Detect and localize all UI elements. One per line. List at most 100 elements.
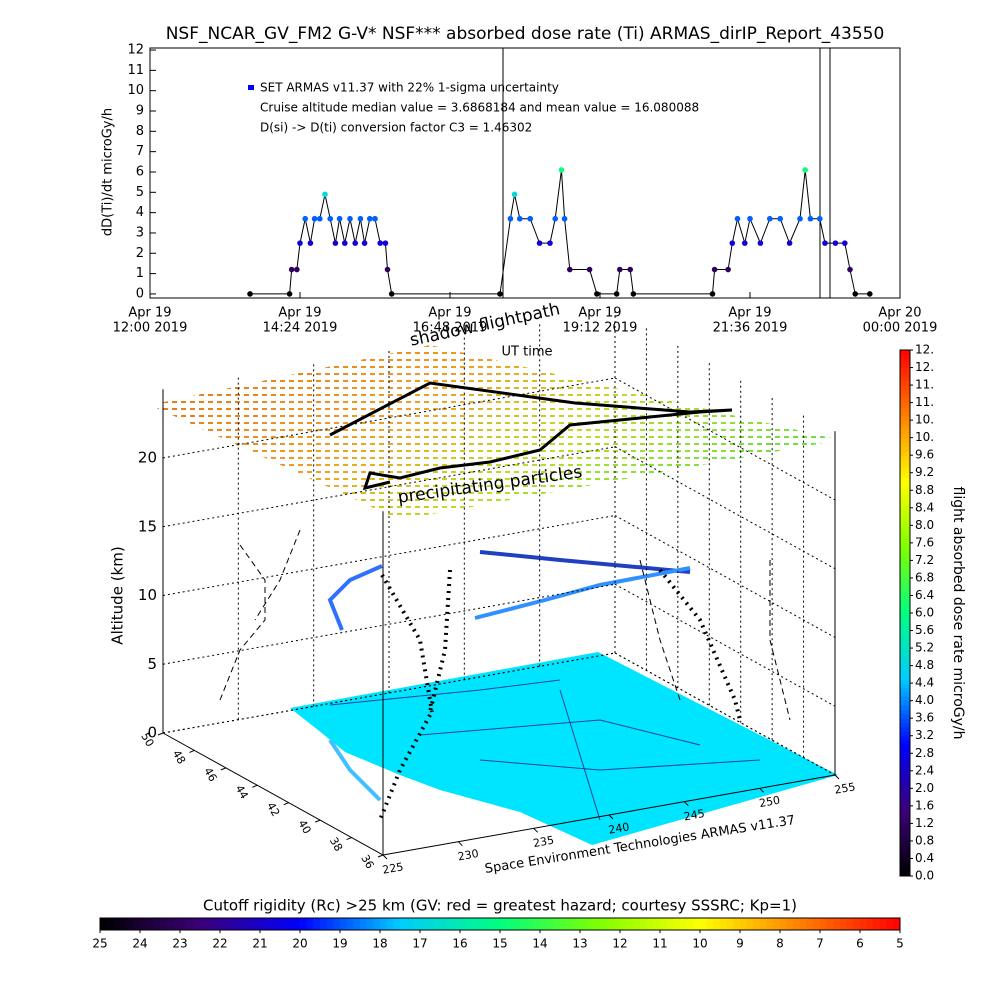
colorbar-cell <box>900 669 910 675</box>
colorbar-cell <box>900 753 910 759</box>
colorbar-cell <box>900 604 910 610</box>
grid-line <box>614 377 836 501</box>
colorbar-cell <box>746 918 754 930</box>
flight-path <box>327 550 691 802</box>
colorbar-cell <box>453 918 461 930</box>
dose-plane <box>150 345 840 520</box>
colorbar-cell <box>900 639 910 645</box>
colorbar-cell <box>220 918 228 930</box>
colorbar-cell <box>793 918 801 930</box>
colorbar-cell <box>900 726 910 732</box>
colorbar-cell <box>900 577 910 583</box>
colorbar-cell <box>246 918 254 930</box>
x-tick <box>457 841 463 847</box>
colorbar-cell <box>380 918 388 930</box>
colorbar-cell <box>493 918 501 930</box>
colorbar-tick-label: 8.4 <box>915 500 934 514</box>
colorbar-cell <box>900 354 910 360</box>
x-tick-label: 240 <box>607 820 630 836</box>
colorbar-tick-label: 3.6 <box>915 711 934 725</box>
data-point <box>516 215 523 222</box>
colorbar-tick-label: 8 <box>776 937 784 951</box>
colorbar-cell <box>506 918 514 930</box>
colorbar-cell <box>900 507 910 513</box>
y-tick <box>157 732 164 736</box>
colorbar-cell <box>173 918 181 930</box>
colorbar-tick-label: 4.8 <box>915 658 934 672</box>
colorbar-cell <box>900 823 910 829</box>
colorbar-cell <box>900 788 910 794</box>
x-tick <box>759 787 765 793</box>
colorbar-cell <box>900 595 910 601</box>
colorbar-label: flight absorbed dose rate microGy/h <box>950 487 966 740</box>
x-tick-label: Apr 19 <box>128 306 171 321</box>
data-point <box>388 291 395 297</box>
colorbar-cell <box>900 656 910 662</box>
colorbar-cell <box>386 918 394 930</box>
colorbar-tick-label: 13 <box>572 937 587 951</box>
x-tick <box>683 801 689 807</box>
colorbar-cell <box>653 918 661 930</box>
z-tick-label: 20 <box>138 449 157 467</box>
colorbar-cell <box>586 918 594 930</box>
colorbar-cell <box>313 918 321 930</box>
data-point <box>497 291 503 297</box>
colorbar-cell <box>900 705 910 710</box>
colorbar-cell <box>833 918 841 930</box>
colorbar-cell <box>900 687 910 693</box>
colorbar-cell <box>766 918 774 930</box>
data-point <box>316 215 323 222</box>
colorbar-cell <box>900 683 910 689</box>
colorbar-cell <box>900 779 910 785</box>
colorbar-cell <box>900 516 910 522</box>
x-tick-label: 14:24 2019 <box>263 321 338 336</box>
y-tick-label: 48 <box>170 748 188 767</box>
colorbar-cell <box>706 918 714 930</box>
colorbar-tick-label: 3.2 <box>915 728 934 742</box>
y-tick-label: 3 <box>136 225 144 240</box>
colorbar-cell <box>213 918 221 930</box>
colorbar-cell <box>900 678 910 684</box>
colorbar-cell <box>900 450 910 456</box>
colorbar-tick-label: 6.8 <box>915 570 934 584</box>
colorbar-cell <box>560 918 568 930</box>
colorbar-cell <box>786 918 794 930</box>
y-tick-label: 5 <box>136 185 144 200</box>
data-point <box>561 215 568 222</box>
y-tick-label: 9 <box>136 104 144 119</box>
data-point <box>852 291 859 297</box>
data-point <box>558 167 565 173</box>
data-point <box>347 215 353 222</box>
colorbar-tick-label: 23 <box>172 937 187 951</box>
x-tick-label: 235 <box>532 834 555 850</box>
colorbar-cell <box>540 918 548 930</box>
colorbar-cell <box>900 696 910 702</box>
z-tick-label: 0 <box>147 724 157 742</box>
colorbar-cell <box>900 810 910 816</box>
colorbar-cell <box>680 918 688 930</box>
x-tick-label: Apr 19 <box>578 306 621 321</box>
y-tick-label: 8 <box>136 124 144 139</box>
data-point <box>352 240 359 246</box>
colorbar-cell <box>900 797 910 802</box>
colorbar-tick-label: 11. <box>915 395 934 409</box>
colorbar-cell <box>900 534 910 539</box>
colorbar-cell <box>466 918 474 930</box>
colorbar-cell <box>900 494 910 500</box>
colorbar-cell <box>626 918 634 930</box>
grid-line <box>614 446 836 570</box>
data-point <box>286 291 293 297</box>
colorbar-cell <box>860 918 868 930</box>
colorbar-cell <box>900 411 910 417</box>
colorbar-tick-label: 0.8 <box>915 833 934 847</box>
colorbar-cell <box>900 775 910 781</box>
colorbar-cell <box>146 918 154 930</box>
colorbar-cell <box>900 582 910 588</box>
colorbar-cell <box>240 918 248 930</box>
colorbar-cell <box>153 918 161 930</box>
colorbar-tick-label: 10. <box>915 413 934 427</box>
colorbar-cell <box>900 832 910 838</box>
data-point <box>847 266 853 273</box>
